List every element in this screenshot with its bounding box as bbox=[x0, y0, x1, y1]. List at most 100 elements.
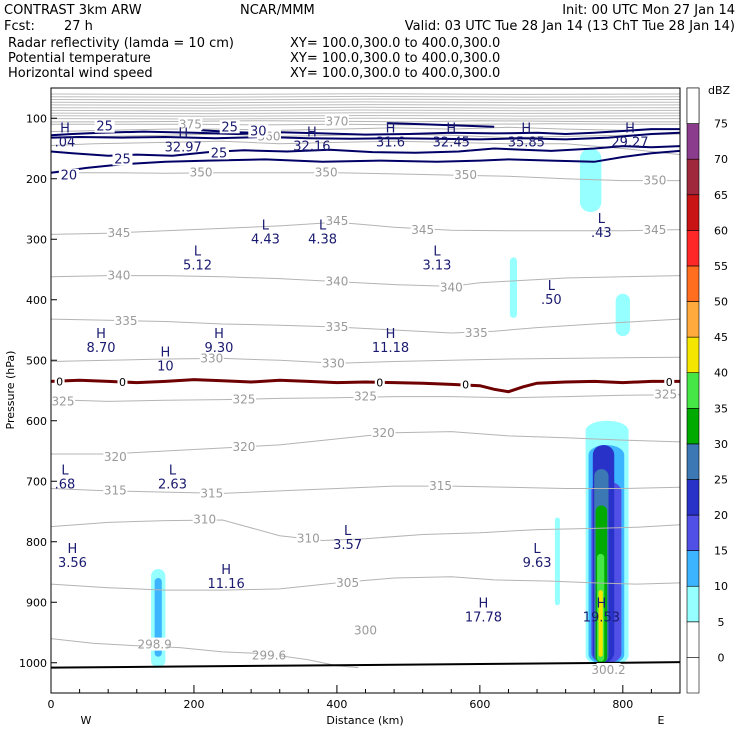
wind-label-3: 25 bbox=[211, 146, 228, 161]
theta-contour-365 bbox=[50, 126, 681, 133]
extremum-value-5: 35.85 bbox=[508, 135, 545, 150]
theta-label-bg-9 bbox=[410, 223, 435, 237]
theta-label-bg-5 bbox=[453, 168, 478, 182]
theta-contour-345 bbox=[50, 221, 681, 235]
wind-contour-3 bbox=[50, 149, 681, 174]
colorbar-label-55: 55 bbox=[714, 260, 728, 273]
colorbar-label-70: 70 bbox=[714, 153, 728, 166]
y-tick-label-4: 500 bbox=[26, 354, 47, 367]
colorbar-swatch-50 bbox=[686, 265, 700, 302]
theta-contour-upper-6 bbox=[50, 109, 681, 112]
x-axis-label: Distance (km) bbox=[326, 714, 403, 727]
theta-label-bg-21 bbox=[353, 389, 378, 403]
theta-contour-upper-3 bbox=[50, 101, 681, 104]
theta-label-19: 325 bbox=[52, 394, 75, 408]
theta-label-bg-27 bbox=[199, 486, 224, 500]
freezing-level-contour bbox=[50, 378, 680, 394]
y-tick-label-2: 300 bbox=[26, 233, 47, 246]
extremum-kind-13: H bbox=[96, 327, 106, 342]
colorbar-label-10: 10 bbox=[714, 580, 728, 593]
theta-label-bg-26 bbox=[103, 483, 128, 497]
east-label: E bbox=[658, 714, 665, 727]
y-axis-label: Pressure (hPa) bbox=[4, 351, 17, 430]
reflectivity-cell-5 bbox=[615, 293, 630, 337]
extremum-kind-0: H bbox=[60, 121, 70, 136]
colorbar-label-45: 45 bbox=[714, 331, 728, 344]
theta-label-14: 335 bbox=[115, 314, 138, 328]
colorbar-swatch-70 bbox=[686, 123, 700, 160]
extremum-value-7: 4.43 bbox=[251, 232, 280, 247]
theta-label-26: 315 bbox=[104, 483, 127, 497]
x-tick-label-0: 0 bbox=[48, 698, 55, 711]
extremum-value-8: 4.38 bbox=[308, 232, 337, 247]
theta-label-bg-30 bbox=[296, 531, 321, 545]
theta-label-21: 325 bbox=[354, 390, 377, 404]
x-tick-label-2: 400 bbox=[326, 698, 347, 711]
wind-contour-2 bbox=[50, 145, 681, 157]
theta-label-bg-7 bbox=[106, 226, 131, 240]
extremum-kind-24: H bbox=[596, 596, 606, 611]
theta-label-29: 310 bbox=[193, 512, 216, 526]
y-tick-label-8: 900 bbox=[26, 596, 47, 609]
theta-label-bg-24 bbox=[231, 439, 256, 453]
theta-label-bg-33 bbox=[142, 637, 167, 651]
extremum-value-13: 8.70 bbox=[87, 341, 116, 356]
reflectivity-cell-13 bbox=[598, 590, 603, 657]
zero-label-0: 0 bbox=[56, 375, 63, 388]
theta-contour-350 bbox=[51, 172, 680, 182]
theta-label-15: 335 bbox=[325, 320, 348, 334]
extremum-value-14: 9.30 bbox=[204, 341, 233, 356]
theta-label-33: 298.9 bbox=[137, 638, 171, 652]
theta-label-bg-6 bbox=[642, 173, 667, 187]
colorbar-swatch-35 bbox=[686, 372, 700, 409]
extremum-kind-11: L bbox=[433, 244, 441, 259]
reflectivity-cell-2 bbox=[509, 257, 518, 318]
wind-contour-0 bbox=[50, 128, 680, 137]
theta-label-bg-25 bbox=[371, 425, 396, 439]
theta-contour-305 bbox=[50, 576, 681, 591]
theta-label-20: 325 bbox=[233, 393, 256, 407]
extremum-value-11: 3.13 bbox=[423, 258, 452, 273]
y-tick-label-9: 1000 bbox=[19, 657, 47, 670]
fcst-value: 27 h bbox=[64, 19, 93, 34]
theta-contour-320 bbox=[51, 431, 681, 455]
theta-label-6: 350 bbox=[644, 174, 667, 188]
wind-contour-4 bbox=[386, 122, 495, 128]
colorbar-swatch-15 bbox=[686, 514, 700, 551]
x-tick-label-3: 600 bbox=[469, 698, 490, 711]
theta-label-bg-20 bbox=[231, 392, 256, 406]
theta-label-bg-12 bbox=[324, 274, 349, 288]
zero-label-bg-0 bbox=[54, 375, 65, 388]
wind-label-bg-5 bbox=[58, 168, 79, 182]
field-xy-wind: XY= 100.0,300.0 to 400.0,300.0 bbox=[290, 66, 500, 81]
theta-label-32: 300 bbox=[354, 624, 377, 638]
wind-label-2: 30 bbox=[250, 125, 267, 140]
theta-label-27: 315 bbox=[200, 486, 223, 500]
y-tick-label-3: 400 bbox=[26, 294, 47, 307]
extremum-value-24: 19.53 bbox=[583, 610, 620, 625]
colorbar-swatch-0 bbox=[686, 621, 700, 658]
theta-label-9: 345 bbox=[411, 223, 434, 237]
theta-label-4: 350 bbox=[315, 166, 338, 180]
extremum-kind-14: H bbox=[214, 327, 224, 342]
theta-label-bg-23 bbox=[103, 450, 128, 464]
extremum-value-21: 9.63 bbox=[523, 556, 552, 571]
theta-contour-upper-7 bbox=[50, 112, 681, 115]
theta-label-bg-31 bbox=[335, 575, 360, 589]
field-name-reflectivity: Radar reflectivity (lamda = 10 cm) bbox=[8, 36, 234, 51]
colorbar-label-65: 65 bbox=[714, 189, 728, 202]
colorbar-label-40: 40 bbox=[714, 367, 728, 380]
theta-label-bg-22 bbox=[653, 387, 678, 401]
x-tick-label-4: 800 bbox=[612, 698, 633, 711]
theta-label-18: 330 bbox=[322, 356, 345, 370]
extremum-kind-3: H bbox=[386, 121, 396, 136]
theta-label-11: 340 bbox=[107, 269, 130, 283]
theta-label-24: 320 bbox=[233, 440, 256, 454]
extremum-kind-22: H bbox=[221, 563, 231, 578]
y-tick-label-6: 700 bbox=[26, 475, 47, 488]
theta-label-bg-15 bbox=[324, 319, 349, 333]
colorbar-swatch-10 bbox=[686, 550, 700, 587]
theta-label-bg-18 bbox=[321, 356, 346, 370]
theta-contour-upper-1 bbox=[50, 95, 681, 98]
